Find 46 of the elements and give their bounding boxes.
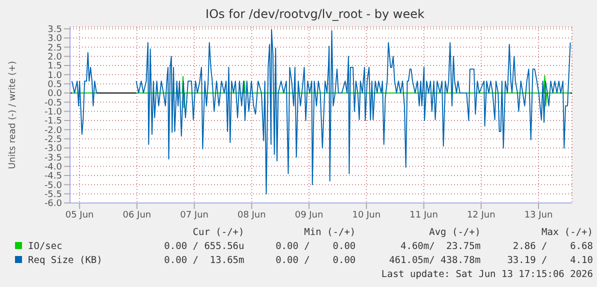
text: Avg (-/+)	[428, 226, 482, 240]
y-tick-label: 0.0	[48, 89, 62, 100]
y-tick-label: -6.0	[44, 199, 62, 210]
text: 0.00 / 0.00	[274, 254, 357, 268]
y-tick-label: -2.0	[44, 126, 62, 136]
y-tick-label: 1.5	[48, 62, 62, 72]
x-tick-label: 07 Jun	[180, 210, 208, 220]
y-tick-label: -1.0	[44, 108, 62, 118]
y-tick-label: -5.0	[44, 180, 62, 191]
x-tick-label: 11 Jun	[410, 210, 438, 220]
text: 0.00 / 0.00	[274, 240, 357, 254]
text: Min (-/+)	[303, 226, 357, 240]
x-tick-label: 05 Jun	[65, 210, 94, 220]
y-tick-label: 1.0	[48, 70, 62, 81]
y-tick-label: 2.0	[48, 52, 62, 63]
legend-label: Req Size (KB)	[27, 254, 104, 268]
y-tick-label: 3.0	[48, 34, 62, 44]
text: 0.00 / 13.65m	[163, 254, 246, 268]
chart-title: IOs for /dev/rootvg/lv_root - by week	[204, 7, 426, 21]
x-tick-label: 06 Jun	[122, 210, 152, 220]
text: Cur (-/+)	[192, 226, 246, 240]
y-tick-label: -4.5	[44, 172, 62, 182]
y-axis-title: Units read (-) / write (+)	[8, 60, 18, 170]
y-tick-label: -4.0	[44, 162, 62, 173]
y-tick-label: -5.5	[44, 190, 62, 200]
x-tick-label: 09 Jun	[294, 210, 324, 220]
x-tick-label: 08 Jun	[237, 210, 266, 220]
x-tick-label: 13 Jun	[524, 210, 553, 220]
y-tick-label: -2.5	[44, 135, 62, 146]
y-tick-label: 0.5	[48, 80, 62, 90]
text: 2.86 / 6.68	[512, 240, 594, 254]
y-tick-label: -3.0	[44, 144, 62, 154]
y-tick-label: -0.5	[44, 98, 62, 108]
y-tick-label: -3.5	[44, 153, 62, 164]
x-tick-label: 12 Jun	[466, 210, 496, 220]
y-tick-label: 3.5	[48, 25, 62, 36]
text: 461.05m/ 438.78m	[388, 254, 482, 268]
x-tick-label: 10 Jun	[352, 210, 381, 220]
y-tick-label: -1.5	[44, 116, 62, 127]
text: Last update: Sat Jun 13 17:15:06 2026	[380, 268, 594, 282]
text: Max (-/+)	[540, 226, 594, 240]
y-tick-label: 2.5	[48, 43, 62, 54]
text: 0.00 / 655.56u	[163, 240, 246, 254]
text: 4.60m/ 23.75m	[400, 240, 482, 254]
text: 33.19 / 4.10	[506, 254, 594, 268]
legend-label: IO/sec	[27, 240, 64, 254]
